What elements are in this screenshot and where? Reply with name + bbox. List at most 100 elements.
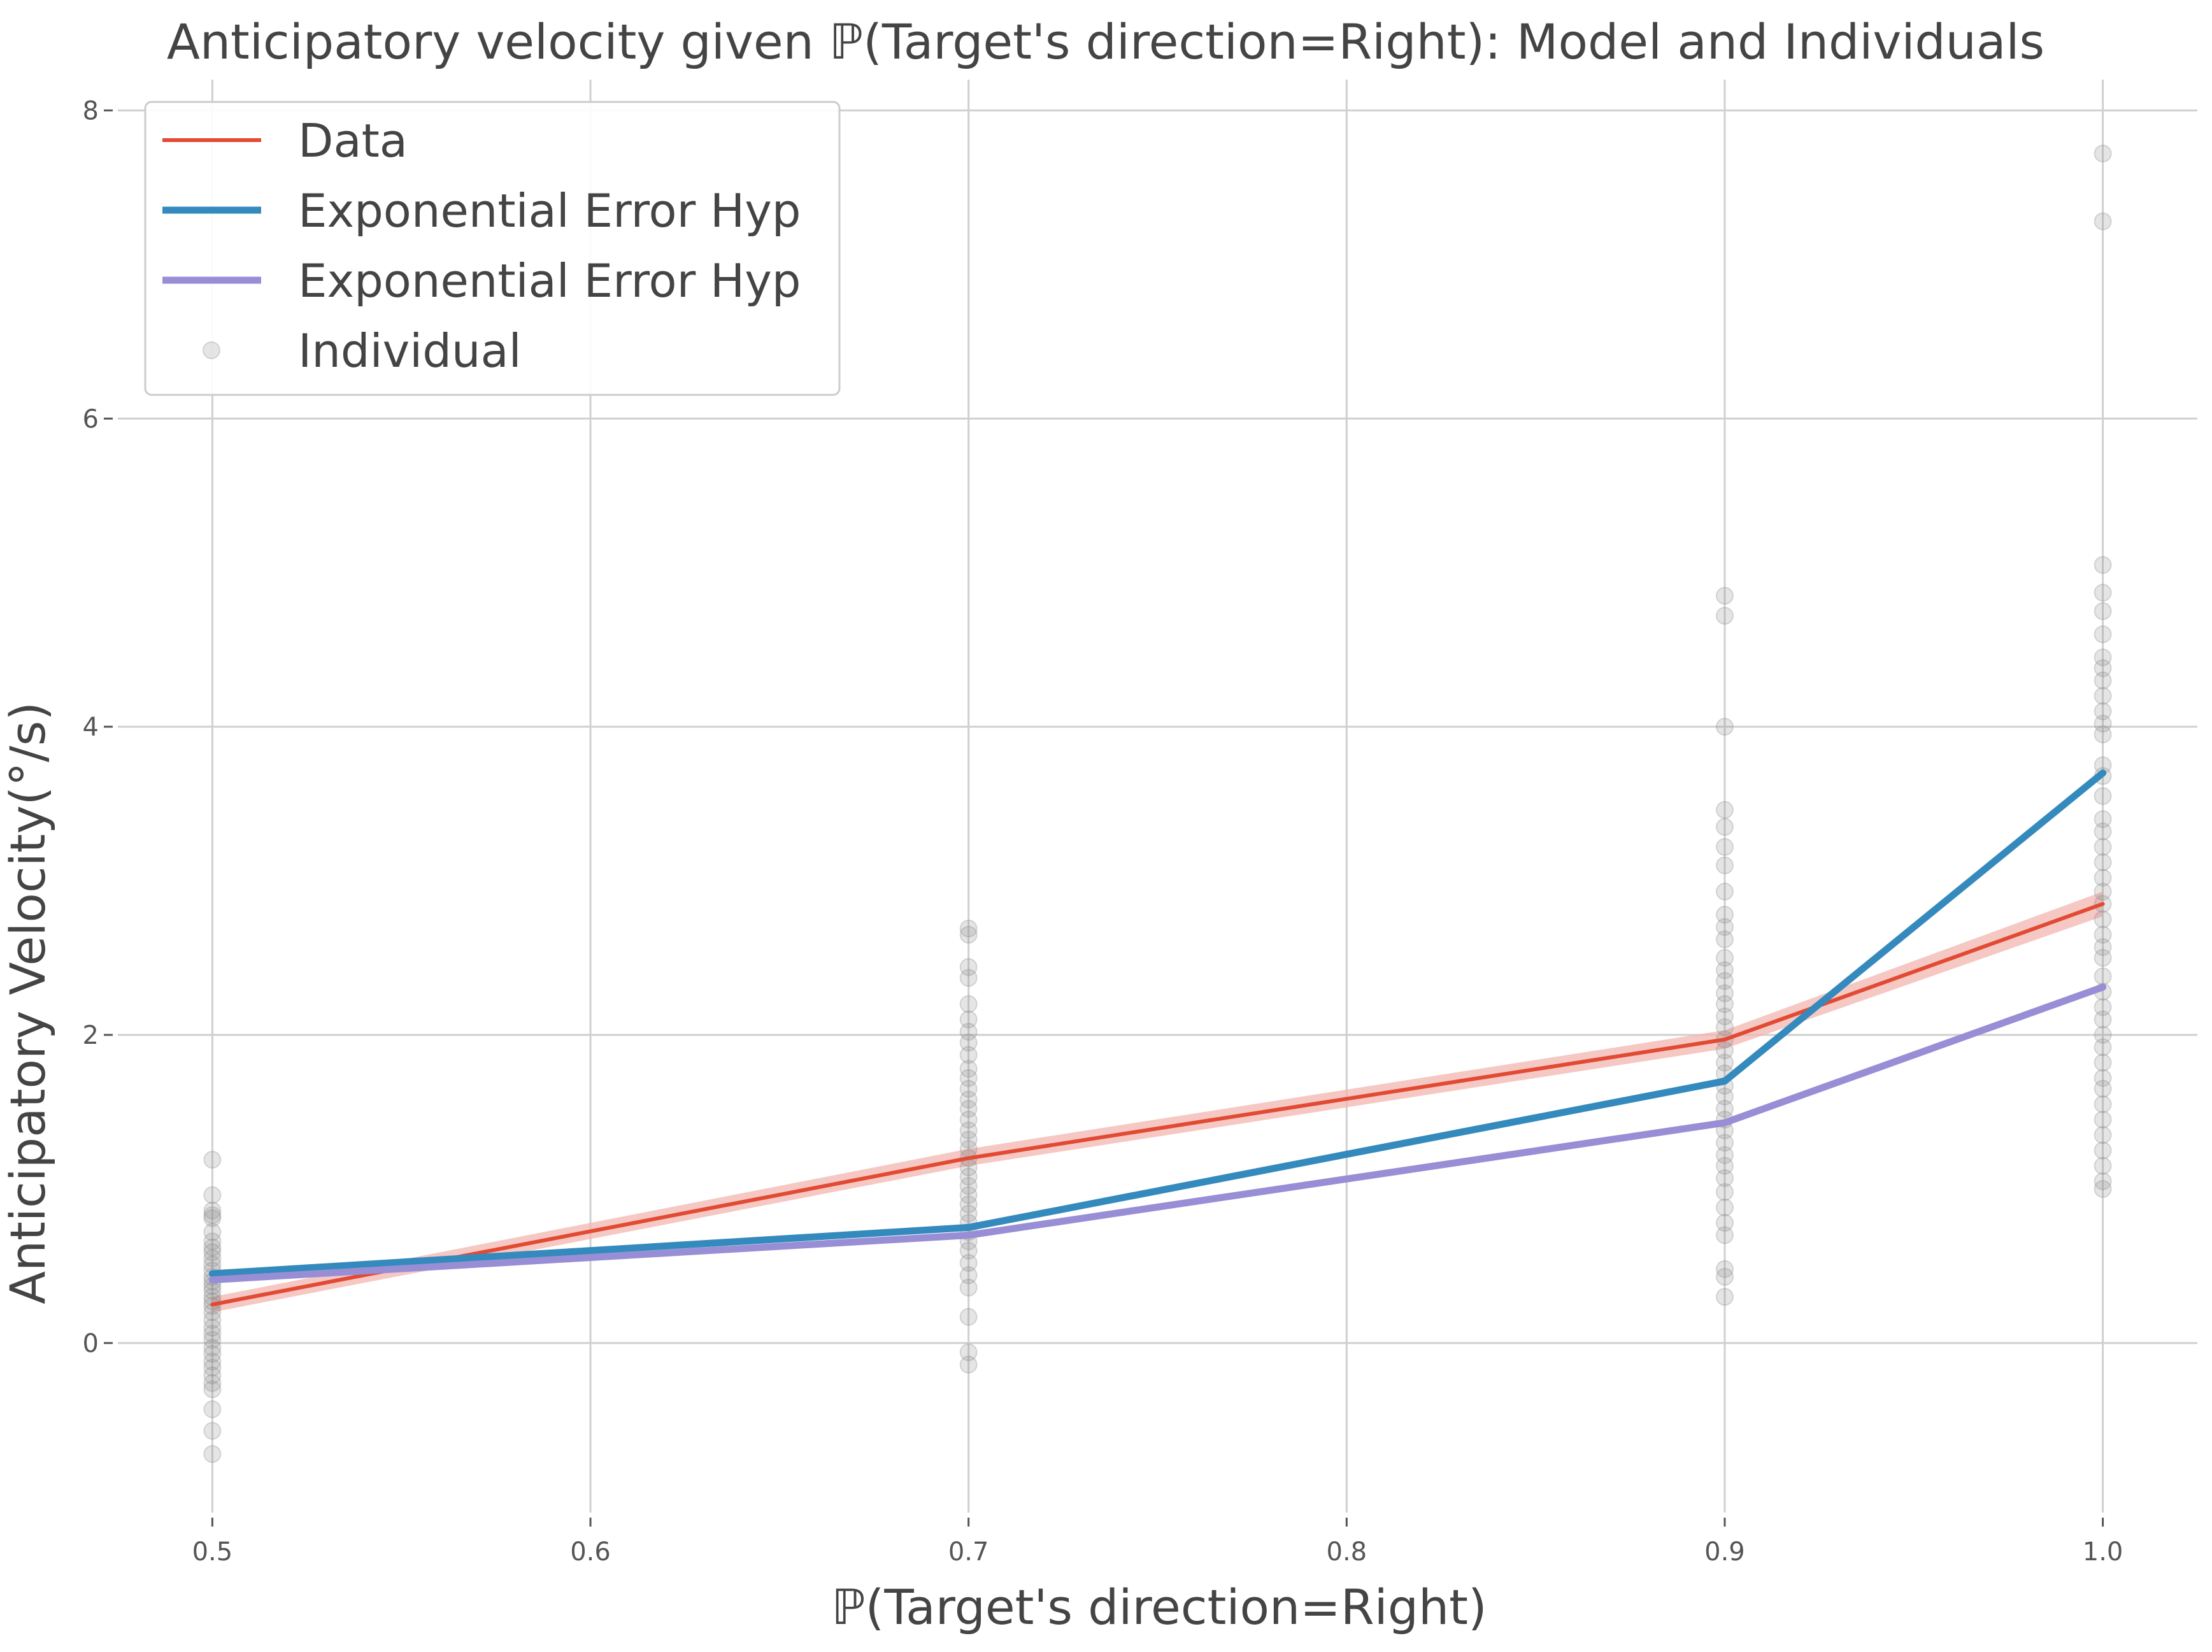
individual-point (959, 1355, 978, 1374)
individual-point (203, 1249, 222, 1267)
individual-point (959, 1266, 978, 1285)
individual-point (2094, 583, 2112, 602)
individual-point (959, 1195, 978, 1214)
y-tick-label: 2 (83, 1021, 99, 1050)
x-tick-label: 0.8 (1327, 1537, 1367, 1567)
individual-point (2094, 1179, 2112, 1198)
individual-point (203, 1400, 222, 1418)
individual-point (2094, 1079, 2112, 1098)
individual-point (1715, 1087, 1734, 1106)
individual-point (1715, 801, 1734, 819)
individual-point (959, 1034, 978, 1052)
individual-point (203, 1311, 222, 1329)
individual-point (1715, 587, 1734, 605)
series-line-2 (208, 983, 2107, 1284)
individual-point (1715, 856, 1734, 874)
tick-labels: 0.5 0.6 0.7 0.8 0.9 1.0 0 2 4 6 8 (83, 96, 2123, 1567)
individual-point (203, 1325, 222, 1343)
individual-point (1715, 906, 1734, 924)
x-tick-label: 0.9 (1704, 1537, 1745, 1567)
individual-point (959, 1023, 978, 1041)
individual-point (959, 1241, 978, 1260)
individual-point (1715, 818, 1734, 836)
individual-point (2094, 925, 2112, 944)
individual-point (203, 1421, 222, 1440)
individual-point (2094, 671, 2112, 690)
individual-point (959, 925, 978, 944)
individual-point (2094, 687, 2112, 705)
individual-point (203, 1186, 222, 1204)
individual-point (959, 969, 978, 987)
individual-point (959, 1278, 978, 1297)
individual-point (959, 1069, 978, 1087)
individual-point (203, 1358, 222, 1377)
individual-point (2094, 725, 2112, 744)
individual-point (203, 1209, 222, 1227)
individual-point (959, 1090, 978, 1109)
individual-point (959, 1079, 978, 1098)
individual-point (959, 995, 978, 1013)
individual-point (2094, 949, 2112, 967)
individual-point (959, 1060, 978, 1078)
individual-point (1715, 1134, 1734, 1152)
individual-point (203, 1150, 222, 1169)
individual-point (1715, 837, 1734, 856)
individual-point (2094, 1172, 2112, 1190)
individual-point (203, 1243, 222, 1262)
individual-point (2094, 822, 2112, 841)
individual-point (2094, 1053, 2112, 1072)
individual-point (1715, 995, 1734, 1013)
individual-point (1715, 1157, 1734, 1175)
individual-point (1715, 1226, 1734, 1244)
individual-point (1715, 1041, 1734, 1060)
series-lines (208, 769, 2107, 1307)
legend: Data Exponential Error Hyp Exponential Err… (144, 101, 841, 396)
individual-point (1715, 606, 1734, 625)
legend-label-3: Individual (298, 324, 522, 378)
series-line-1 (208, 769, 2107, 1278)
x-tick-label: 0.7 (948, 1537, 989, 1567)
individual-point (1715, 918, 1734, 936)
individual-point (2094, 998, 2112, 1016)
y-tick-label: 0 (83, 1329, 99, 1358)
individual-point (2094, 810, 2112, 829)
individual-point (2094, 602, 2112, 620)
y-tick-label: 6 (83, 404, 99, 434)
individual-point (959, 1100, 978, 1118)
individual-point (1715, 1214, 1734, 1232)
individual-point (959, 1167, 978, 1186)
individual-point (203, 1232, 222, 1251)
individual-point (1715, 1007, 1734, 1025)
individual-point (1715, 1260, 1734, 1278)
individual-point (959, 1254, 978, 1272)
individual-point (959, 1343, 978, 1362)
individual-point (959, 1307, 978, 1326)
individual-point (203, 1380, 222, 1399)
individual-point (2094, 787, 2112, 805)
individual-point (2094, 853, 2112, 872)
individual-point (2094, 1010, 2112, 1029)
individual-point (1715, 1169, 1734, 1187)
individual-point (1715, 972, 1734, 990)
individual-point (959, 920, 978, 938)
individual-point (2094, 556, 2112, 574)
individual-point (1715, 1018, 1734, 1036)
individual-point (203, 1339, 222, 1357)
individual-point (2094, 910, 2112, 929)
individual-point (2094, 715, 2112, 733)
individual-point (2094, 1126, 2112, 1144)
individual-point (203, 1206, 222, 1225)
individual-point (959, 958, 978, 976)
individual-point (2094, 1026, 2112, 1044)
individual-point (2094, 938, 2112, 957)
individual-point (959, 1010, 978, 1029)
individual-point (203, 1445, 222, 1463)
legend-box (144, 101, 841, 396)
individual-point (2094, 145, 2112, 163)
x-axis-label: ℙ(Target's direction=Right) (831, 1579, 1487, 1635)
individual-point (1715, 1183, 1734, 1201)
individual-point (2094, 625, 2112, 643)
individual-point (2094, 883, 2112, 901)
individual-point (2094, 212, 2112, 231)
